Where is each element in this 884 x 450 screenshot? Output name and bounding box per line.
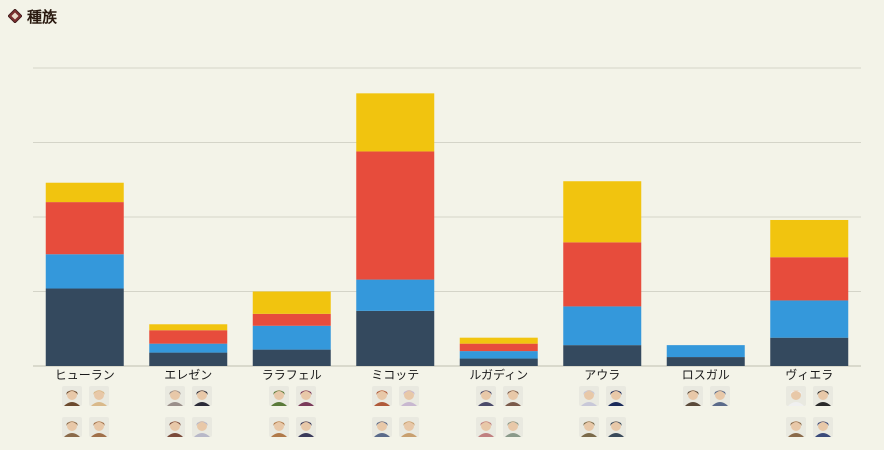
- roegadyn-portrait-icon: [475, 386, 496, 406]
- lalafell-portrait-icon: [268, 417, 289, 437]
- aura-portrait-icon: [606, 417, 627, 437]
- lalafell-portrait-icon: [268, 386, 289, 406]
- hyur-portrait-icon: [88, 386, 109, 406]
- bar-segment[interactable]: [356, 279, 435, 311]
- elezen-portrait-icon: [192, 417, 213, 437]
- bar-segment[interactable]: [356, 310, 435, 366]
- bar-segment[interactable]: [666, 345, 745, 358]
- miqote-portrait-icon: [399, 417, 420, 437]
- category-label: ヒューラン: [55, 368, 115, 382]
- miqote-portrait-icon: [372, 386, 393, 406]
- bar-segment[interactable]: [459, 358, 538, 366]
- roegadyn-portrait-icon: [502, 386, 523, 406]
- hyur-portrait-icon: [61, 417, 82, 437]
- bars: [45, 93, 849, 366]
- bar-segment[interactable]: [45, 202, 124, 255]
- category-label: ミコッテ: [371, 368, 419, 382]
- chart-title-row: 種族: [8, 6, 57, 26]
- bar-segment[interactable]: [563, 306, 642, 346]
- elezen-portrait-icon: [165, 386, 186, 406]
- bar-segment[interactable]: [149, 343, 228, 353]
- category-label: ルガディン: [469, 367, 528, 382]
- hrothgar-portrait-icon: [682, 386, 703, 406]
- viera-portrait-icon: [786, 386, 807, 406]
- miqote-portrait-icon: [372, 417, 393, 437]
- hyur-portrait-icon: [88, 417, 109, 437]
- category-labels: ヒューラン エレゼン ララフェル ミコッテ ルガディン アウラ ロスガル ヴィエラ: [55, 367, 834, 382]
- lalafell-portrait-icon: [295, 386, 316, 406]
- roegadyn-portrait-icon: [475, 417, 496, 437]
- category-label: ララフェル: [262, 368, 322, 382]
- bar-segment[interactable]: [45, 254, 124, 289]
- aura-portrait-icon: [579, 417, 600, 437]
- bar-segment[interactable]: [666, 357, 745, 366]
- elezen-portrait-icon: [165, 417, 186, 437]
- bar-segment[interactable]: [45, 182, 124, 203]
- bar-segment[interactable]: [459, 351, 538, 359]
- bar-segment[interactable]: [563, 242, 642, 307]
- miqote-portrait-icon: [399, 386, 420, 406]
- bar-segment[interactable]: [770, 219, 849, 258]
- viera-portrait-icon: [813, 386, 834, 406]
- gridlines: [33, 67, 861, 367]
- bar-segment[interactable]: [770, 337, 849, 366]
- bar-segment[interactable]: [459, 343, 538, 352]
- aura-portrait-icon: [606, 386, 627, 406]
- bar-segment[interactable]: [149, 324, 228, 331]
- bar-segment[interactable]: [149, 352, 228, 366]
- category-label: エレゼン: [164, 368, 212, 382]
- aura-portrait-icon: [579, 386, 600, 406]
- elezen-portrait-icon: [192, 386, 213, 406]
- bar-segment[interactable]: [149, 330, 228, 344]
- diamond-bullet-icon: [8, 9, 22, 23]
- viera-portrait-icon: [813, 417, 834, 437]
- category-label: アウラ: [584, 368, 620, 382]
- hrothgar-portrait-icon: [709, 386, 730, 406]
- lalafell-portrait-icon: [295, 417, 316, 437]
- bar-segment[interactable]: [563, 345, 642, 366]
- bar-segment[interactable]: [356, 93, 435, 152]
- category-label: ヴィエラ: [785, 367, 833, 382]
- bar-segment[interactable]: [45, 288, 124, 366]
- chart-title: 種族: [27, 7, 58, 26]
- hyur-portrait-icon: [61, 386, 82, 406]
- bar-segment[interactable]: [252, 349, 331, 366]
- category-label: ロスガル: [682, 368, 730, 382]
- bar-segment[interactable]: [252, 313, 331, 326]
- bar-segment[interactable]: [459, 337, 538, 344]
- bar-segment[interactable]: [770, 257, 849, 301]
- bar-segment[interactable]: [770, 300, 849, 338]
- roegadyn-portrait-icon: [502, 417, 523, 437]
- bar-segment[interactable]: [356, 151, 435, 280]
- bar-segment[interactable]: [252, 291, 331, 314]
- viera-portrait-icon: [786, 417, 807, 437]
- bar-segment[interactable]: [252, 325, 331, 350]
- bar-segment[interactable]: [563, 181, 642, 243]
